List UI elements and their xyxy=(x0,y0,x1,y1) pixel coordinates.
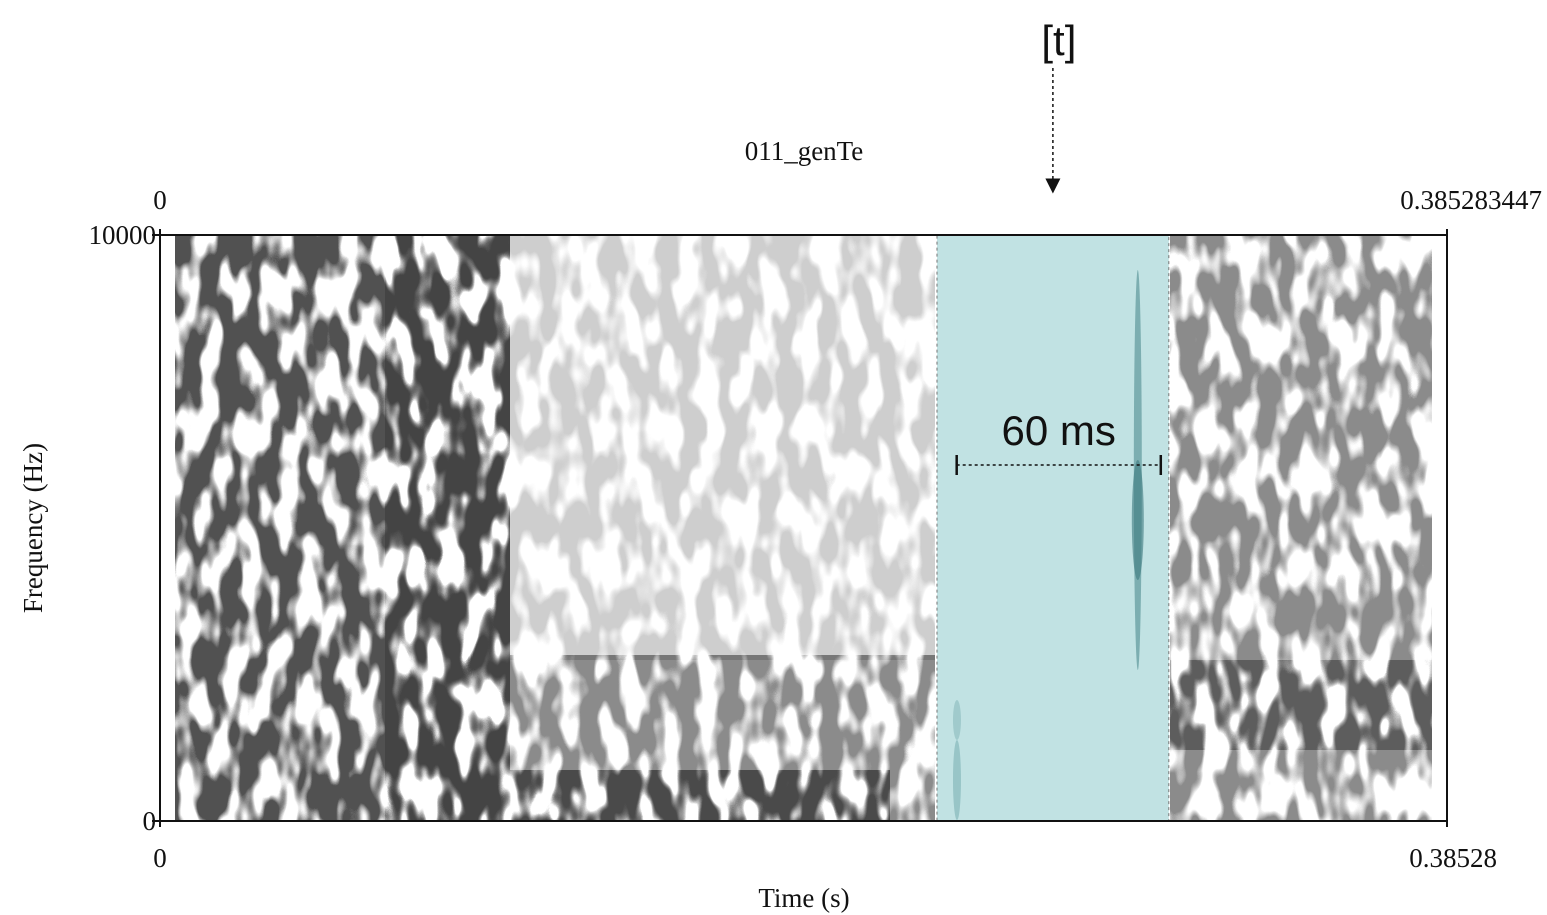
x2-tick-label: 0.385283447 xyxy=(1400,185,1542,215)
x2-tick-label: 0 xyxy=(153,185,167,215)
y-tick-label: 10000 xyxy=(89,220,157,250)
x-axis-label: Time (s) xyxy=(758,883,849,913)
burst-streak xyxy=(952,700,961,740)
plot-frame xyxy=(159,234,1448,822)
y-axis-label: Frequency (Hz) xyxy=(18,443,48,613)
spectrogram-texture xyxy=(175,235,1432,821)
burst-streak xyxy=(1131,460,1144,580)
x-tick-label: 0.38528 xyxy=(1409,843,1497,873)
chart-title: 011_genTe xyxy=(745,136,864,166)
measure-label: 60 ms xyxy=(1002,407,1116,454)
burst-streak xyxy=(952,740,961,820)
x-tick-label: 0 xyxy=(153,843,167,873)
segment-label: [t] xyxy=(1041,17,1076,64)
y-tick-label: 0 xyxy=(143,806,157,836)
plot: 0 10000 0 0.38528 0 0.385283447 60 ms [t] xyxy=(89,17,1543,873)
